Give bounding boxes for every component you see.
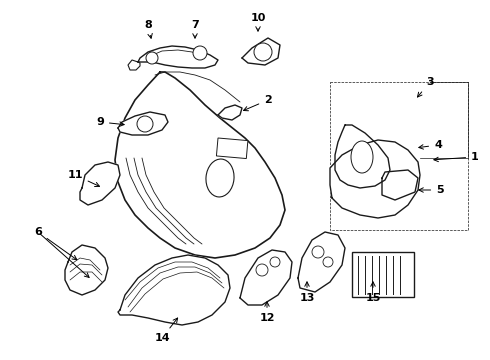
Circle shape <box>137 116 153 132</box>
Bar <box>352 252 414 297</box>
Circle shape <box>270 257 280 267</box>
Text: 4: 4 <box>419 140 442 150</box>
Text: 14: 14 <box>154 318 177 343</box>
Text: 3: 3 <box>417 77 434 97</box>
Circle shape <box>254 43 272 61</box>
Text: 1: 1 <box>434 152 479 162</box>
Text: 11: 11 <box>67 170 99 186</box>
Polygon shape <box>138 46 218 68</box>
Circle shape <box>312 246 324 258</box>
Polygon shape <box>240 250 292 305</box>
Bar <box>217 138 248 158</box>
Polygon shape <box>118 112 168 135</box>
Polygon shape <box>298 232 345 292</box>
Circle shape <box>256 264 268 276</box>
Text: 12: 12 <box>259 302 275 323</box>
Polygon shape <box>115 72 285 258</box>
Text: 13: 13 <box>299 282 315 303</box>
Text: 10: 10 <box>250 13 266 31</box>
Polygon shape <box>80 162 120 205</box>
Text: 6: 6 <box>34 227 77 260</box>
Text: 2: 2 <box>244 95 272 111</box>
Circle shape <box>323 257 333 267</box>
Text: 7: 7 <box>191 20 199 38</box>
Polygon shape <box>218 105 242 120</box>
Polygon shape <box>128 60 140 70</box>
Ellipse shape <box>206 159 234 197</box>
Text: 5: 5 <box>419 185 444 195</box>
Polygon shape <box>382 170 418 200</box>
Text: 8: 8 <box>144 20 152 38</box>
Polygon shape <box>335 125 390 188</box>
Text: 9: 9 <box>96 117 124 127</box>
Polygon shape <box>330 140 420 218</box>
Polygon shape <box>65 245 108 295</box>
Text: 15: 15 <box>366 282 381 303</box>
Polygon shape <box>118 255 230 325</box>
Bar <box>330 82 468 230</box>
Circle shape <box>146 52 158 64</box>
Ellipse shape <box>351 141 373 173</box>
Circle shape <box>193 46 207 60</box>
Polygon shape <box>242 38 280 65</box>
